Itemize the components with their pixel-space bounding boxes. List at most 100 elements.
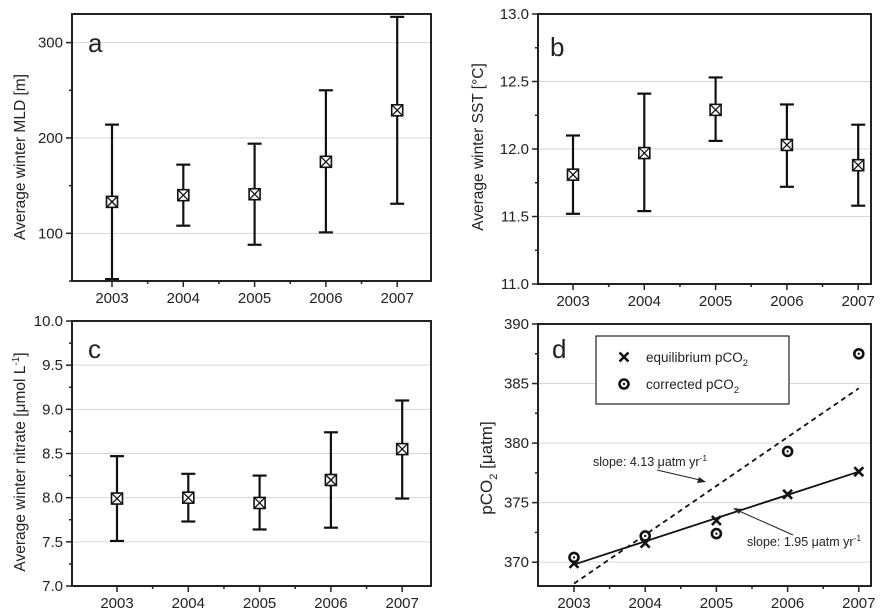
y-axis-label-end: ] [12, 352, 29, 356]
annotation-arrow-dashed [657, 470, 700, 480]
point-corrected-2005 [712, 529, 721, 538]
y-tick-label: 7.0 [42, 578, 63, 595]
y-tick-label: 11.5 [501, 209, 529, 226]
panel-b: 11.0 11.5 12.0 12.5 13.0 2003 2004 2005 2006 2007… [470, 6, 875, 310]
marker-circle-dot [644, 535, 646, 537]
x-tick-label: 2006 [309, 290, 342, 307]
point-corrected-2006 [783, 447, 792, 456]
annotation-main: slope: 1.95 μatm yr [747, 535, 854, 549]
panel-letter: c [88, 334, 101, 364]
y-tick-label: 12.0 [500, 141, 529, 158]
y-tick-label: 375 [504, 495, 529, 512]
y-axis-label: Average winter MLD [m] [12, 74, 29, 240]
x-tick-label: 2007 [381, 290, 414, 307]
data-point-2004 [637, 94, 651, 211]
legend-label-main: equilibrium pCO [646, 350, 743, 365]
y-tick-label: 8.0 [42, 490, 63, 507]
data-point-2005 [253, 476, 267, 530]
x-tick-label: 2003 [95, 290, 128, 307]
x-tick-label: 2006 [770, 293, 803, 310]
y-tick-label: 200 [38, 130, 63, 147]
point-equilibrium-2007 [854, 467, 863, 476]
data-point-2006 [780, 104, 794, 186]
legend-label-sub: 2 [743, 358, 748, 369]
point-corrected-2003 [570, 553, 579, 562]
x-tick-label: 2003 [100, 595, 133, 610]
x-tick-label: 2004 [628, 293, 661, 310]
y-tick-label: 100 [38, 225, 63, 242]
y-tick-label: 10.0 [34, 313, 63, 330]
y-tick-label: 370 [504, 554, 529, 571]
x-tick-label: 2004 [167, 290, 200, 307]
y-axis-label-main: pCO [477, 480, 496, 515]
x-tick-label: 2003 [556, 293, 589, 310]
y-tick-label: 7.5 [42, 534, 63, 551]
annotation-sup: -1 [854, 533, 862, 543]
y-axis-label: Average winter SST [°C] [470, 63, 487, 231]
x-tick-label: 2004 [629, 595, 662, 610]
legend-label-main: corrected pCO [646, 377, 734, 392]
x-tick-label: 2005 [238, 290, 271, 307]
y-tick-label: 13.0 [500, 6, 529, 23]
legend: equilibrium pCO2 corrected pCO2 [596, 336, 789, 404]
y-tick-label: 12.5 [500, 74, 529, 91]
x-tick-label: 2005 [700, 595, 733, 610]
annotation-main: slope: 4.13 μatm yr [593, 455, 700, 469]
annotation-sup: -1 [700, 453, 708, 463]
x-tick-label: 2007 [386, 595, 419, 610]
x-tick-label: 2005 [699, 293, 732, 310]
data-point-2005 [709, 77, 723, 140]
y-tick-label: 11.0 [501, 276, 529, 293]
data-point-2003 [110, 456, 124, 541]
point-corrected-2007 [854, 349, 863, 358]
data-point-2004 [181, 474, 195, 522]
panel-c: 7.0 7.5 8.0 8.5 9.0 9.5 10.0 2003 2004 2005 2006 20… [11, 313, 431, 610]
annotation-dashed-slope: slope: 4.13 μatm yr-1 [593, 453, 707, 469]
data-point-2003 [105, 125, 119, 279]
x-tick-label: 2006 [314, 595, 347, 610]
plot-frame [72, 14, 431, 281]
legend-box [596, 336, 789, 404]
y-axis-label-main: Average winter nitrate [μmol L [12, 365, 29, 571]
data-point-2007 [851, 125, 865, 206]
y-axis-label-end: [μatm] [477, 421, 496, 473]
legend-label-sub: 2 [734, 385, 739, 396]
marker-circle-dot [573, 556, 575, 558]
annotation-solid-slope: slope: 1.95 μatm yr-1 [747, 533, 861, 549]
data-point-2007 [395, 401, 409, 499]
x-tick-label: 2004 [172, 595, 205, 610]
panel-letter: a [88, 28, 103, 58]
data-point-2004 [176, 165, 190, 226]
point-corrected-2004 [641, 531, 650, 540]
panel-d: 370 375 380 385 390 2003 2004 2005 2006 2007 d pC… [477, 316, 875, 610]
annotation-arrow-solid [739, 511, 793, 535]
y-tick-label: 380 [504, 435, 529, 452]
y-axis-label: pCO2 [μatm] [477, 421, 500, 514]
x-tick-label: 2007 [842, 595, 875, 610]
x-tick-label: 2005 [243, 595, 276, 610]
data-point-2007 [390, 17, 404, 204]
y-tick-label: 8.5 [42, 446, 63, 463]
x-tick-label: 2006 [771, 595, 804, 610]
y-tick-label: 385 [504, 376, 529, 393]
y-tick-label: 390 [504, 316, 529, 333]
data-point-2003 [566, 136, 580, 214]
x-tick-label: 2003 [557, 595, 590, 610]
y-tick-label: 9.0 [42, 401, 63, 418]
y-tick-label: 300 [38, 35, 63, 52]
panel-letter: b [550, 32, 564, 62]
marker-circle-dot [786, 450, 788, 452]
data-point-2006 [324, 432, 338, 527]
panel-a: 100 200 300 2003 2004 2005 2006 2007 a Average … [12, 14, 431, 307]
data-point-2006 [319, 90, 333, 232]
panel-letter: d [552, 334, 566, 364]
y-axis-label: Average winter nitrate [μmol L-1] [11, 352, 29, 571]
annotation-arrowhead-dashed [697, 477, 706, 483]
marker-circle-dot [858, 353, 860, 355]
x-tick-label: 2007 [842, 293, 875, 310]
y-tick-label: 9.5 [42, 357, 63, 374]
data-point-2005 [248, 144, 262, 245]
marker-circle-dot [715, 532, 717, 534]
legend-marker-o [620, 380, 629, 389]
